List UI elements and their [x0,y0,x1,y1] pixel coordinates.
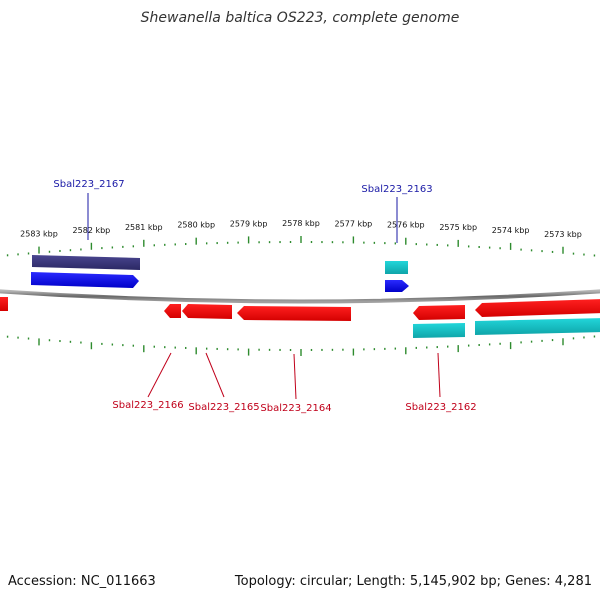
reverse-strand-genes [0,297,600,338]
tick-label: 2579 kbp [230,219,268,228]
tick-label: 2583 kbp [20,230,58,239]
tick-label: 2578 kbp [282,219,320,228]
tick-label: 2574 kbp [492,226,530,235]
label-sbal223-2164[interactable]: Sbal223_2164 [260,403,331,414]
scale-labels: 2583 kbp 2582 kbp 2581 kbp 2580 kbp 2579 kbp… [20,219,582,239]
map-title: Shewanella baltica OS223, complete genom… [140,10,460,26]
gene-right-red[interactable] [475,299,600,317]
gene-sbal223-2163-feature[interactable] [385,261,408,274]
tick-label: 2580 kbp [177,221,215,230]
tick-label: 2575 kbp [439,223,477,232]
gene-sbal223-2162[interactable] [413,305,465,320]
gene-sbal223-2164[interactable] [237,306,351,321]
gene-right-feature[interactable] [475,318,600,335]
gene-edge-left[interactable] [0,297,8,311]
gene-sbal223-2162-feature[interactable] [413,323,465,338]
topology-info: Topology: circular; Length: 5,145,902 bp… [234,574,592,589]
gene-sbal223-2163[interactable] [385,280,409,292]
tick-label: 2582 kbp [73,226,111,235]
genome-backbone [0,289,600,304]
tick-label: 2577 kbp [335,219,373,228]
label-sbal223-2163[interactable]: Sbal223_2163 [361,184,432,195]
gene-sbal223-2167[interactable] [31,272,139,288]
gene-sbal223-2166[interactable] [164,304,181,318]
tick-label: 2581 kbp [125,223,163,232]
gene-sbal223-2165[interactable] [182,304,232,319]
label-sbal223-2167[interactable]: Sbal223_2167 [53,179,124,190]
label-sbal223-2166[interactable]: Sbal223_2166 [112,400,183,411]
forward-strand-genes [31,255,409,292]
tick-label: 2573 kbp [544,230,582,239]
outer-tick-track [6,236,596,257]
tick-label: 2576 kbp [387,221,425,230]
accession-info: Accession: NC_011663 [8,574,156,589]
label-sbal223-2165[interactable]: Sbal223_2165 [188,402,259,413]
gene-label-leaders [87,193,441,400]
label-sbal223-2162[interactable]: Sbal223_2162 [405,402,476,413]
accession-value: NC_011663 [80,574,156,589]
inner-tick-track [6,335,596,356]
accession-label: Accession: [8,574,77,589]
gene-labels: Sbal223_2167 Sbal223_2163 Sbal223_2166 S… [53,179,476,414]
gene-sbal223-2167-feature[interactable] [32,255,140,270]
